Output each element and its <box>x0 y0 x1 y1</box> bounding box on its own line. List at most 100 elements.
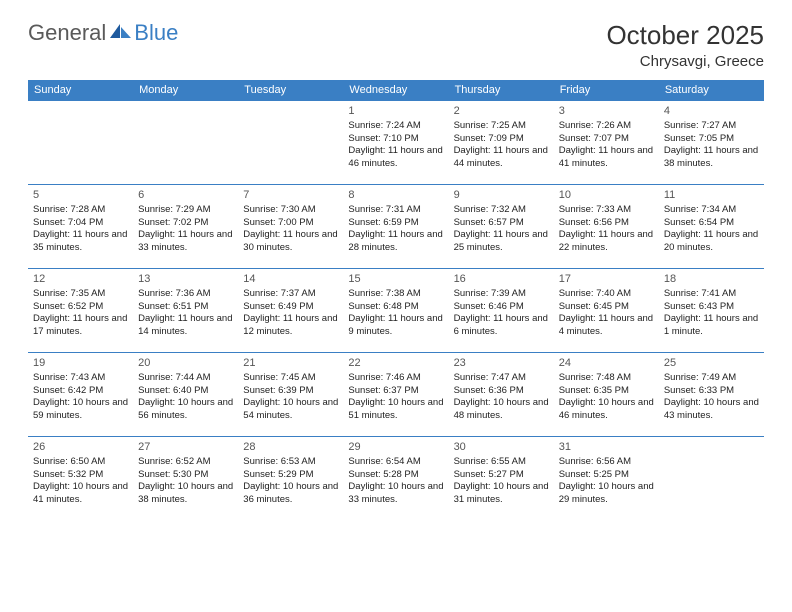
day-info: Sunrise: 7:34 AMSunset: 6:54 PMDaylight:… <box>664 204 759 255</box>
calendar-day-cell: 19Sunrise: 7:43 AMSunset: 6:42 PMDayligh… <box>28 353 133 437</box>
day-info: Sunrise: 6:55 AMSunset: 5:27 PMDaylight:… <box>454 456 549 507</box>
sunrise-text: Sunrise: 7:40 AM <box>559 288 654 301</box>
calendar-day-cell: 13Sunrise: 7:36 AMSunset: 6:51 PMDayligh… <box>133 269 238 353</box>
sunrise-text: Sunrise: 7:35 AM <box>33 288 128 301</box>
day-header: Monday <box>133 80 238 101</box>
daylight-text: Daylight: 10 hours and 51 minutes. <box>348 397 443 423</box>
brand-logo: General Blue <box>28 20 178 46</box>
calendar-day-cell: 24Sunrise: 7:48 AMSunset: 6:35 PMDayligh… <box>554 353 659 437</box>
calendar-day-cell: 5Sunrise: 7:28 AMSunset: 7:04 PMDaylight… <box>28 185 133 269</box>
sunset-text: Sunset: 6:39 PM <box>243 385 338 398</box>
calendar-week-row: 19Sunrise: 7:43 AMSunset: 6:42 PMDayligh… <box>28 353 764 437</box>
calendar-day-cell: 26Sunrise: 6:50 AMSunset: 5:32 PMDayligh… <box>28 437 133 513</box>
sunset-text: Sunset: 5:28 PM <box>348 469 443 482</box>
sunrise-text: Sunrise: 7:28 AM <box>33 204 128 217</box>
day-header: Saturday <box>659 80 764 101</box>
day-number: 7 <box>243 188 338 203</box>
sunset-text: Sunset: 5:30 PM <box>138 469 233 482</box>
sunrise-text: Sunrise: 7:26 AM <box>559 120 654 133</box>
day-info: Sunrise: 7:26 AMSunset: 7:07 PMDaylight:… <box>559 120 654 171</box>
day-header: Thursday <box>449 80 554 101</box>
daylight-text: Daylight: 10 hours and 38 minutes. <box>138 481 233 507</box>
day-info: Sunrise: 7:31 AMSunset: 6:59 PMDaylight:… <box>348 204 443 255</box>
day-info: Sunrise: 7:43 AMSunset: 6:42 PMDaylight:… <box>33 372 128 423</box>
day-number: 2 <box>454 104 549 119</box>
daylight-text: Daylight: 11 hours and 4 minutes. <box>559 313 654 339</box>
calendar-day-cell: 16Sunrise: 7:39 AMSunset: 6:46 PMDayligh… <box>449 269 554 353</box>
sunrise-text: Sunrise: 7:49 AM <box>664 372 759 385</box>
daylight-text: Daylight: 10 hours and 56 minutes. <box>138 397 233 423</box>
daylight-text: Daylight: 10 hours and 59 minutes. <box>33 397 128 423</box>
day-info: Sunrise: 7:28 AMSunset: 7:04 PMDaylight:… <box>33 204 128 255</box>
day-info: Sunrise: 6:52 AMSunset: 5:30 PMDaylight:… <box>138 456 233 507</box>
sunset-text: Sunset: 6:46 PM <box>454 301 549 314</box>
daylight-text: Daylight: 11 hours and 22 minutes. <box>559 229 654 255</box>
day-info: Sunrise: 7:29 AMSunset: 7:02 PMDaylight:… <box>138 204 233 255</box>
day-info: Sunrise: 6:53 AMSunset: 5:29 PMDaylight:… <box>243 456 338 507</box>
daylight-text: Daylight: 11 hours and 46 minutes. <box>348 145 443 171</box>
day-number: 4 <box>664 104 759 119</box>
daylight-text: Daylight: 10 hours and 41 minutes. <box>33 481 128 507</box>
day-info: Sunrise: 7:46 AMSunset: 6:37 PMDaylight:… <box>348 372 443 423</box>
day-number: 9 <box>454 188 549 203</box>
sunset-text: Sunset: 7:05 PM <box>664 133 759 146</box>
sunset-text: Sunset: 5:32 PM <box>33 469 128 482</box>
sunrise-text: Sunrise: 7:39 AM <box>454 288 549 301</box>
sunrise-text: Sunrise: 7:45 AM <box>243 372 338 385</box>
day-info: Sunrise: 7:48 AMSunset: 6:35 PMDaylight:… <box>559 372 654 423</box>
day-number: 1 <box>348 104 443 119</box>
calendar-day-cell: 3Sunrise: 7:26 AMSunset: 7:07 PMDaylight… <box>554 101 659 185</box>
calendar-day-cell: 4Sunrise: 7:27 AMSunset: 7:05 PMDaylight… <box>659 101 764 185</box>
sunset-text: Sunset: 7:10 PM <box>348 133 443 146</box>
daylight-text: Daylight: 11 hours and 6 minutes. <box>454 313 549 339</box>
day-number: 23 <box>454 356 549 371</box>
calendar-day-cell: 21Sunrise: 7:45 AMSunset: 6:39 PMDayligh… <box>238 353 343 437</box>
calendar-day-cell: 23Sunrise: 7:47 AMSunset: 6:36 PMDayligh… <box>449 353 554 437</box>
sunrise-text: Sunrise: 7:46 AM <box>348 372 443 385</box>
sunrise-text: Sunrise: 7:48 AM <box>559 372 654 385</box>
sunrise-text: Sunrise: 7:25 AM <box>454 120 549 133</box>
day-header: Friday <box>554 80 659 101</box>
calendar-day-cell: 17Sunrise: 7:40 AMSunset: 6:45 PMDayligh… <box>554 269 659 353</box>
calendar-day-cell: 27Sunrise: 6:52 AMSunset: 5:30 PMDayligh… <box>133 437 238 513</box>
calendar-day-cell: 2Sunrise: 7:25 AMSunset: 7:09 PMDaylight… <box>449 101 554 185</box>
calendar-day-cell: 29Sunrise: 6:54 AMSunset: 5:28 PMDayligh… <box>343 437 448 513</box>
daylight-text: Daylight: 10 hours and 46 minutes. <box>559 397 654 423</box>
calendar-day-cell: 10Sunrise: 7:33 AMSunset: 6:56 PMDayligh… <box>554 185 659 269</box>
daylight-text: Daylight: 10 hours and 36 minutes. <box>243 481 338 507</box>
day-number: 17 <box>559 272 654 287</box>
calendar-table: Sunday Monday Tuesday Wednesday Thursday… <box>28 80 764 512</box>
day-header: Wednesday <box>343 80 448 101</box>
sunset-text: Sunset: 6:56 PM <box>559 217 654 230</box>
title-block: October 2025 Chrysavgi, Greece <box>606 20 764 70</box>
calendar-day-cell <box>238 101 343 185</box>
sunset-text: Sunset: 6:48 PM <box>348 301 443 314</box>
sunset-text: Sunset: 6:57 PM <box>454 217 549 230</box>
sunrise-text: Sunrise: 6:52 AM <box>138 456 233 469</box>
sunrise-text: Sunrise: 7:41 AM <box>664 288 759 301</box>
calendar-day-cell: 9Sunrise: 7:32 AMSunset: 6:57 PMDaylight… <box>449 185 554 269</box>
day-number: 31 <box>559 440 654 455</box>
sunset-text: Sunset: 6:35 PM <box>559 385 654 398</box>
day-number: 19 <box>33 356 128 371</box>
day-number: 3 <box>559 104 654 119</box>
day-number: 22 <box>348 356 443 371</box>
day-info: Sunrise: 6:54 AMSunset: 5:28 PMDaylight:… <box>348 456 443 507</box>
calendar-day-cell: 18Sunrise: 7:41 AMSunset: 6:43 PMDayligh… <box>659 269 764 353</box>
day-info: Sunrise: 7:38 AMSunset: 6:48 PMDaylight:… <box>348 288 443 339</box>
calendar-day-cell <box>28 101 133 185</box>
calendar-day-cell: 7Sunrise: 7:30 AMSunset: 7:00 PMDaylight… <box>238 185 343 269</box>
calendar-week-row: 26Sunrise: 6:50 AMSunset: 5:32 PMDayligh… <box>28 437 764 513</box>
day-number: 15 <box>348 272 443 287</box>
daylight-text: Daylight: 11 hours and 17 minutes. <box>33 313 128 339</box>
day-info: Sunrise: 7:47 AMSunset: 6:36 PMDaylight:… <box>454 372 549 423</box>
day-number: 21 <box>243 356 338 371</box>
brand-word-1: General <box>28 20 106 46</box>
sunset-text: Sunset: 7:09 PM <box>454 133 549 146</box>
calendar-day-cell: 31Sunrise: 6:56 AMSunset: 5:25 PMDayligh… <box>554 437 659 513</box>
daylight-text: Daylight: 10 hours and 43 minutes. <box>664 397 759 423</box>
sunrise-text: Sunrise: 7:37 AM <box>243 288 338 301</box>
day-number: 24 <box>559 356 654 371</box>
day-number: 26 <box>33 440 128 455</box>
day-number: 18 <box>664 272 759 287</box>
